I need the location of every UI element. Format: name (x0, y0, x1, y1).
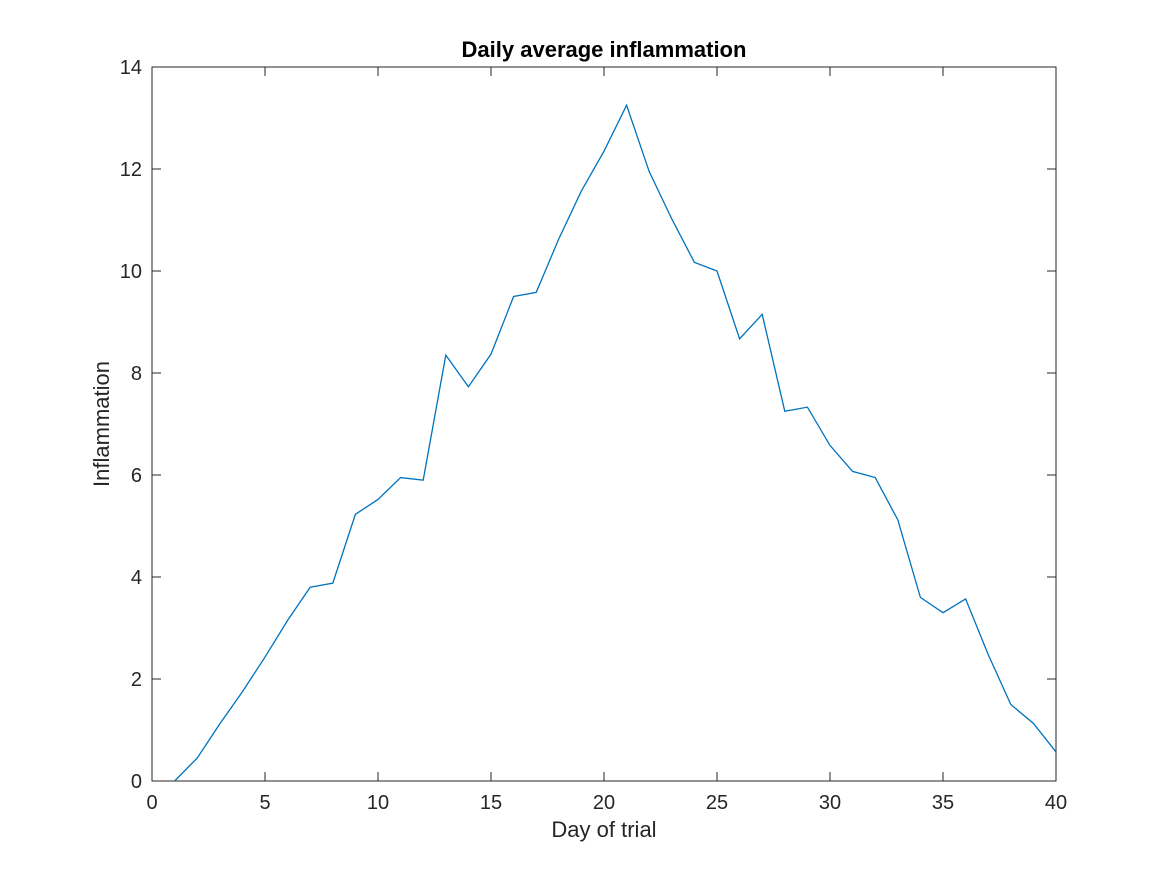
y-tick-label: 10 (120, 261, 142, 283)
y-tick-label: 12 (120, 159, 142, 181)
y-axis-ticks: 0 2 4 6 8 10 12 14 (120, 57, 1056, 793)
y-tick-label: 8 (131, 363, 142, 385)
y-tick-label: 6 (131, 465, 142, 487)
x-tick-label: 35 (932, 792, 954, 814)
x-tick-label: 30 (819, 792, 841, 814)
axes-box (151, 66, 1057, 782)
series-line-0 (174, 103, 1057, 782)
y-tick-label: 14 (120, 57, 142, 79)
x-axis-label: Day of trial (551, 817, 656, 842)
x-tick-label: 10 (367, 792, 389, 814)
x-tick-label: 0 (146, 792, 157, 814)
y-tick-label: 0 (131, 771, 142, 793)
axes (151, 66, 1057, 782)
series-group (174, 103, 1057, 782)
x-tick-label: 25 (706, 792, 728, 814)
y-axis-label: Inflammation (89, 361, 114, 487)
chart-title: Daily average inflammation (462, 37, 747, 62)
x-tick-label: 40 (1045, 792, 1067, 814)
y-tick-label: 4 (131, 567, 142, 589)
x-tick-label: 20 (593, 792, 615, 814)
x-axis-ticks: 0 5 10 15 20 25 30 35 40 (146, 67, 1067, 814)
y-tick-label: 2 (131, 669, 142, 691)
x-tick-label: 15 (480, 792, 502, 814)
x-tick-label: 5 (259, 792, 270, 814)
